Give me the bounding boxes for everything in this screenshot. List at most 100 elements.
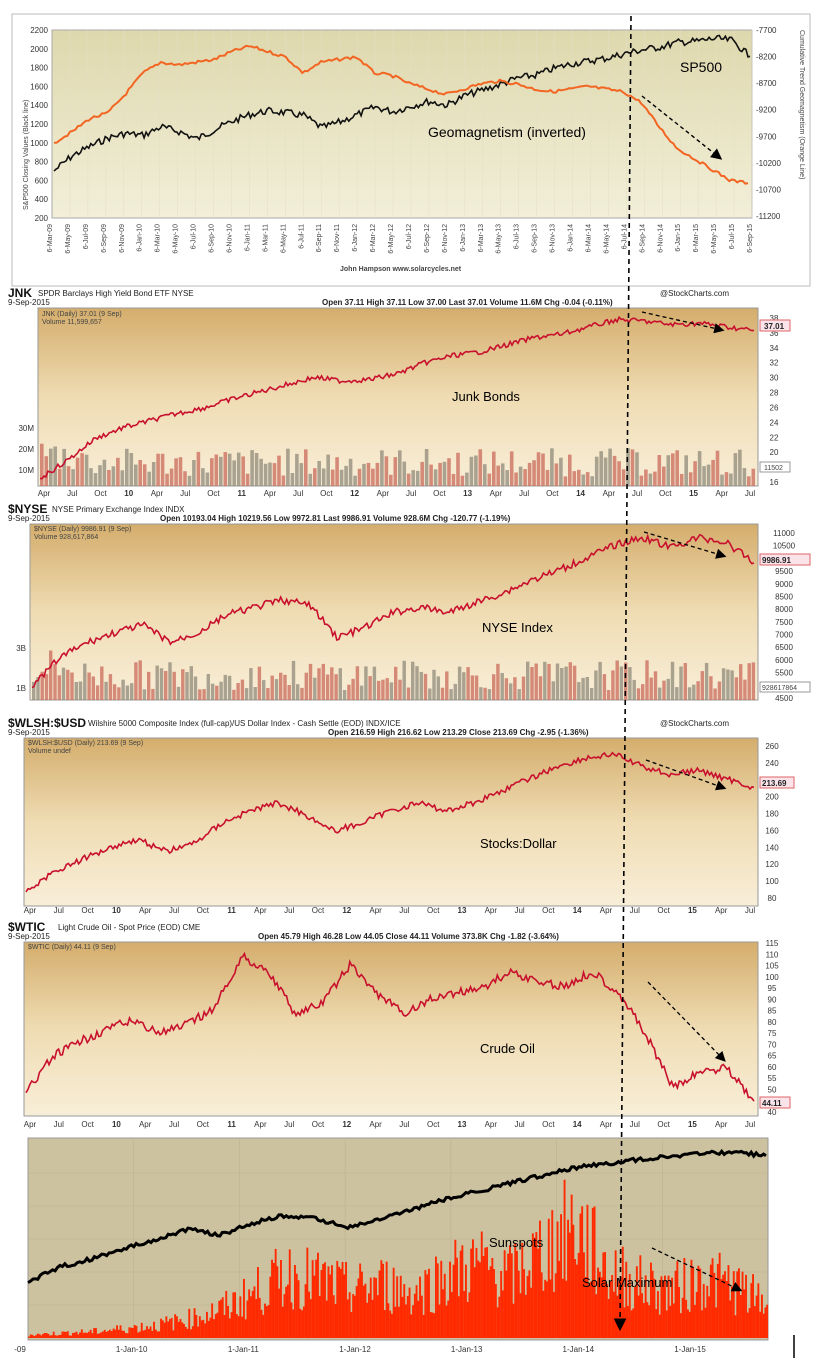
y2-tick-label: -9200: [756, 106, 777, 115]
volume-bar: [729, 473, 733, 486]
sunspot-bar: [658, 1314, 661, 1338]
volume-bar: [304, 449, 308, 486]
x-tick-label: Jul: [630, 1120, 640, 1129]
y2-tick-label: -8700: [756, 79, 777, 88]
volume-bar: [568, 454, 572, 486]
volume-bar: [66, 669, 70, 700]
x-tick-label: Apr: [490, 489, 503, 498]
sunspot-bar: [361, 1271, 363, 1338]
x-tick-label: 6-Jul-15: [729, 224, 736, 249]
volume-bar: [342, 690, 347, 700]
sunspot-bar: [551, 1210, 554, 1338]
volume-bar: [730, 670, 734, 700]
x-tick-label: 1-Jan-10: [116, 1345, 148, 1354]
volume-bar: [338, 668, 343, 700]
sunspot-bar: [54, 1335, 57, 1338]
sunspot-bar: [262, 1314, 265, 1338]
sunspot-bar: [443, 1273, 446, 1338]
y-tick-label: 7500: [775, 618, 793, 627]
sunspot-bar: [227, 1305, 229, 1338]
sunspot-bar: [540, 1272, 543, 1338]
volume-bar: [176, 686, 181, 700]
volume-bar: [151, 462, 156, 486]
sunspot-bar: [43, 1333, 46, 1338]
sunspot-bar: [510, 1253, 513, 1338]
sunspot-bar: [408, 1287, 411, 1338]
volume-bar: [632, 679, 636, 700]
volume-bar: [344, 465, 348, 486]
x-tick-label: Apr: [254, 1120, 267, 1129]
sunspot-bar: [47, 1333, 50, 1338]
sunspot-bar: [417, 1300, 420, 1338]
volume-bar: [438, 462, 442, 486]
x-tick-label: Jul: [632, 489, 642, 498]
volume-bar: [215, 685, 219, 700]
sunspot-bar: [665, 1310, 668, 1338]
sunspot-bar: [198, 1316, 201, 1338]
trend-arrow: [651, 1247, 743, 1292]
volume-bar: [95, 685, 100, 700]
x-tick-label: Oct: [659, 489, 672, 498]
volume-bar: [415, 470, 420, 486]
volume-bar: [283, 674, 287, 700]
y-tick-label: 50: [768, 1085, 777, 1094]
y2-tick-label: -7700: [756, 26, 777, 35]
sunspot-bar: [687, 1309, 689, 1338]
sunspot-bar: [635, 1266, 638, 1338]
volume-tick-label: 10M: [18, 466, 34, 475]
annotation-label: Stocks:Dollar: [480, 836, 557, 851]
volume-bar: [102, 459, 107, 486]
sunspot-bar: [167, 1321, 170, 1338]
volume-bar: [521, 676, 526, 700]
volume-bar: [602, 674, 607, 700]
sunspot-bar: [512, 1303, 515, 1338]
sunspot-bar: [297, 1280, 300, 1338]
sunspot-bar: [405, 1304, 407, 1338]
x-tick-label: Apr: [369, 1120, 382, 1129]
volume-last: 928617864: [762, 685, 797, 692]
ohlc-line: Open 216.59 High 216.62 Low 213.29 Close…: [328, 728, 589, 737]
sunspot-bar: [334, 1303, 337, 1338]
quote-date: 9-Sep-2015: [8, 298, 50, 307]
sunspot-bar: [357, 1278, 360, 1338]
y-tick-label: 28: [770, 389, 779, 398]
y2-tick-label: -10700: [756, 185, 781, 194]
sunspot-bar: [676, 1261, 679, 1338]
sunspot-bar: [424, 1270, 427, 1338]
volume-bar: [375, 462, 380, 486]
x-tick-label: Jul: [519, 489, 529, 498]
sunspot-bar: [563, 1179, 566, 1338]
volume-bar: [168, 662, 172, 700]
sunspot-bar: [38, 1334, 41, 1338]
sunspot-bar: [709, 1264, 712, 1338]
sunspot-bar: [117, 1329, 120, 1338]
volume-bar: [40, 443, 44, 486]
sunspot-bar: [413, 1293, 416, 1338]
sunspot-bar: [230, 1312, 233, 1338]
legend-main: $NYSE (Daily) 9986.91 (9 Sep): [34, 526, 131, 533]
sunspot-bar: [472, 1239, 474, 1338]
y-tick-label: 4500: [775, 694, 793, 703]
sunspot-bar: [701, 1310, 703, 1338]
sunspot-bar: [628, 1273, 631, 1338]
volume-bar: [206, 674, 211, 700]
volume-bar: [496, 465, 500, 486]
sunspot-bar: [376, 1295, 379, 1338]
sunspot-bar: [378, 1270, 381, 1338]
sunspot-bar: [177, 1321, 180, 1338]
sunspot-bar: [558, 1260, 561, 1338]
y-tick-label: 2000: [30, 45, 48, 54]
sunspot-bar: [757, 1283, 760, 1338]
sunspot-bar: [415, 1285, 418, 1338]
sunspot-bar: [213, 1319, 215, 1338]
volume-bar: [641, 684, 645, 700]
sunspot-bar: [669, 1305, 672, 1338]
sunspot-bar: [535, 1232, 538, 1338]
y-tick-label: 90: [768, 995, 777, 1004]
volume-bar: [172, 671, 176, 700]
sunspot-bar: [272, 1263, 275, 1338]
sunspot-bar: [486, 1247, 488, 1338]
sunspot-bar: [383, 1310, 386, 1338]
quote-date: 9-Sep-2015: [8, 728, 50, 737]
sunspot-bar: [762, 1313, 765, 1338]
